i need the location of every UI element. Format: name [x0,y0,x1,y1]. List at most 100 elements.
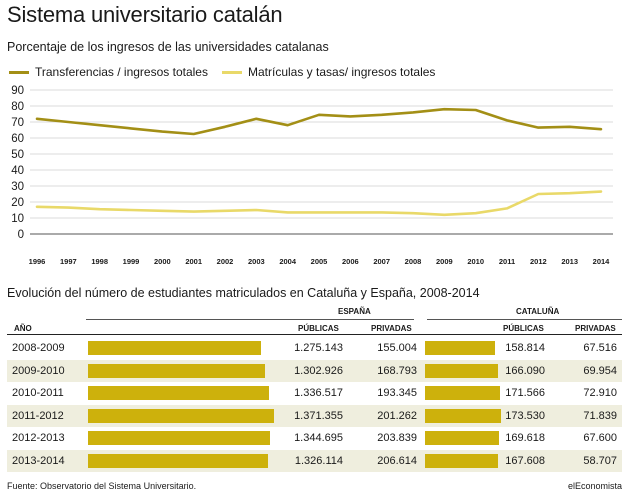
value-cat-private: 72.910 [583,387,617,399]
value-cat-private: 67.600 [583,432,617,444]
y-tick-label: 30 [11,181,24,193]
bar-cat-public [425,408,501,423]
x-tick-label: 2009 [436,257,453,266]
value-es-private: 201.262 [377,409,417,422]
x-tick-label: 2001 [185,257,202,266]
bar-cat-public [425,386,501,400]
legend-label-matriculas: Matrículas y tasas/ ingresos totales [248,65,436,79]
brand-label: elEconomista [567,481,622,491]
x-tick-label: 2004 [279,257,297,266]
x-tick-label: 2005 [311,257,328,266]
series-line-matriculas [35,190,603,217]
legend-swatch-matriculas [222,70,242,74]
bar-es-public [88,453,268,468]
x-tick-label: 2014 [593,257,611,266]
table-row: 2009-2010 1.302.926 168.793 166.090 69.954 [7,359,622,382]
value-es-public: 1.336.517 [294,387,343,399]
row-year: 2011-2012 [12,409,64,422]
value-cat-public: 173.530 [505,409,545,422]
group-line-catalonia [427,319,622,320]
legend-label-transferencias: Transferencias / ingresos totales [35,65,208,79]
col-header-es-private: PRIVADAS [371,324,412,333]
y-tick-label: 90 [11,85,24,97]
legend-item-matriculas: Matrículas y tasas/ ingresos totales [222,65,435,79]
value-es-private: 155.004 [377,342,417,354]
legend-swatch-transferencias [9,70,29,74]
table-row: 2011-2012 1.371.355 201.262 173.530 71.839 [7,404,622,427]
bar-cat-public [425,453,499,468]
y-tick-label: 50 [11,149,24,161]
bar-es-public [88,431,271,445]
chart-subtitle: Porcentaje de los ingresos de las univer… [7,40,329,54]
x-tick-label: 2000 [154,257,171,266]
col-header-es-public: PÚBLICAS [298,324,339,333]
y-tick-label: 60 [11,133,24,145]
value-cat-private: 67.516 [583,342,617,354]
value-cat-public: 171.566 [505,387,545,399]
table-row: 2010-2011 1.336.517 193.345 171.566 72.910 [7,382,622,405]
row-year: 2009-2010 [12,364,65,377]
col-header-cat-public: PÚBLICAS [503,324,544,333]
value-es-public: 1.275.143 [294,342,343,354]
table-row: 2008-2009 1.275.143 155.004 158.814 67.516 [7,337,622,360]
x-tick-label: 2008 [405,257,422,266]
bar-es-public [88,386,270,400]
x-tick-label: 2011 [499,257,515,266]
y-tick-label: 70 [11,117,24,129]
bar-cat-public [425,363,498,378]
value-es-private: 203.839 [377,432,417,444]
y-tick-label: 80 [11,101,24,113]
value-es-public: 1.326.114 [294,454,343,467]
group-header-catalonia: CATALUÑA [516,307,560,316]
y-tick-label: 0 [18,229,24,241]
group-header-spain: ESPAÑA [338,307,371,316]
value-cat-public: 167.608 [505,454,545,467]
value-cat-public: 158.814 [505,342,545,354]
value-es-private: 206.614 [377,454,417,467]
chart-title: Sistema universitario catalán [7,2,283,27]
x-tick-label: 2010 [467,257,484,266]
col-header-year: AÑO [14,324,32,333]
value-es-public: 1.371.355 [294,409,343,422]
x-tick-label: 2002 [217,257,234,266]
table-row: 2013-2014 1.326.114 206.614 167.608 58.707 [7,449,622,472]
value-es-public: 1.344.695 [294,432,343,444]
table-title: Evolución del número de estudiantes matr… [7,286,480,300]
y-tick-label: 40 [11,165,24,177]
row-year: 2013-2014 [12,454,65,467]
row-year: 2012-2013 [12,432,65,444]
legend-item-transferencias: Transferencias / ingresos totales [9,65,208,79]
x-tick-label: 1996 [29,257,46,266]
y-tick-label: 20 [11,197,24,209]
bar-cat-public [425,431,500,445]
y-tick-label: 10 [11,213,24,225]
bar-es-public [88,408,274,423]
value-es-private: 168.793 [377,364,417,377]
value-cat-private: 71.839 [583,409,617,422]
row-year: 2008-2009 [12,342,65,354]
header-rule [7,334,622,335]
bar-cat-public [425,341,495,355]
value-es-public: 1.302.926 [294,364,343,377]
value-cat-private: 69.954 [583,364,617,377]
value-cat-private: 58.707 [583,454,617,467]
x-tick-label: 1998 [91,257,108,266]
x-tick-label: 1999 [123,257,140,266]
group-line-spain [86,319,414,320]
series-line-transferencias [35,107,603,136]
x-tick-label: 2006 [342,257,359,266]
x-tick-label: 1997 [60,257,77,266]
row-year: 2010-2011 [12,387,64,399]
x-tick-label: 2013 [561,257,578,266]
value-es-private: 193.345 [377,387,417,399]
bar-es-public [88,363,265,378]
value-cat-public: 169.618 [505,432,545,444]
x-tick-label: 2003 [248,257,265,266]
value-cat-public: 166.090 [505,364,545,377]
table-row: 2012-2013 1.344.695 203.839 169.618 67.600 [7,427,622,450]
line-chart: 0 10 20 30 40 50 60 70 80 90 1996 1997 1998 1999 2000 2… [11,85,613,266]
bar-es-public [88,341,261,355]
x-tick-label: 2007 [373,257,390,266]
col-header-cat-private: PRIVADAS [575,324,616,333]
x-tick-label: 2012 [530,257,547,266]
